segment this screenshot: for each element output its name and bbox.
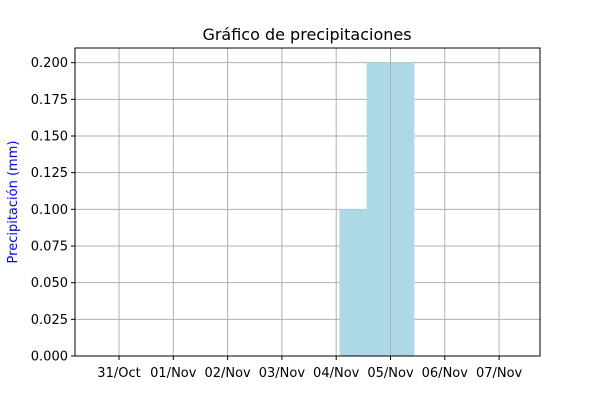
- vertical-grid-lines: [118, 48, 500, 356]
- x-tick-label: 03/Nov: [259, 366, 306, 381]
- y-tick-label: 0.200: [31, 56, 68, 71]
- y-tick-label: 0.025: [31, 313, 68, 328]
- y-axis-ticks: 0.000 0.025 0.050 0.075 0.100 0.125 0.150 0.175…: [31, 56, 75, 365]
- y-axis-label: Precipitación (mm): [6, 141, 21, 264]
- y-tick-label: 0.175: [31, 93, 68, 108]
- x-tick-label: 31/Oct: [97, 366, 140, 381]
- x-tick-label: 01/Nov: [150, 366, 197, 381]
- x-tick-label: 05/Nov: [367, 366, 414, 381]
- x-tick-label: 07/Nov: [476, 366, 523, 381]
- x-tick-label: 04/Nov: [313, 366, 360, 381]
- y-tick-label: 0.125: [31, 166, 68, 181]
- plot-area-frame: [74, 47, 541, 357]
- y-tick-label: 0.050: [31, 276, 68, 291]
- x-tick-label: 02/Nov: [204, 366, 251, 381]
- y-tick-label: 0.150: [31, 130, 68, 145]
- y-tick-label: 0.100: [31, 203, 68, 218]
- y-tick-label: 0.000: [31, 350, 68, 365]
- grid-lines: [75, 62, 540, 357]
- x-tick-label: 06/Nov: [422, 366, 469, 381]
- chart-title: Gráfico de precipitaciones: [202, 25, 411, 44]
- y-tick-label: 0.075: [31, 240, 68, 255]
- bars: [339, 62, 415, 357]
- x-axis-ticks: 31/Oct 01/Nov 02/Nov 03/Nov 04/Nov 05/Nov 06/N…: [97, 356, 523, 381]
